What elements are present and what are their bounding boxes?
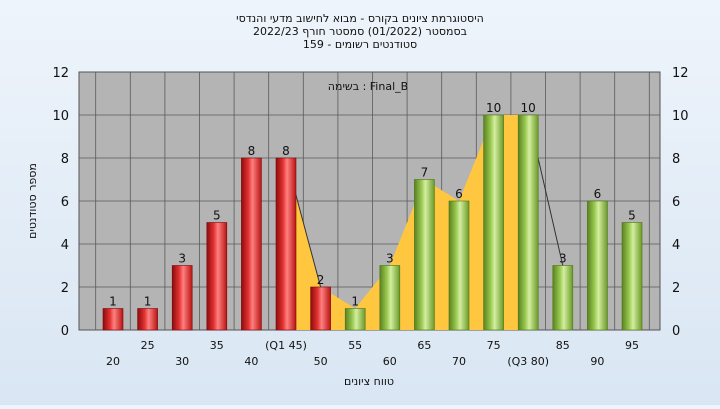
- bar-value-label: 8: [282, 144, 290, 158]
- chart-title-line-1: היסטוגרמת ציונים בקורס - מבוא לחישוב מדע…: [236, 12, 484, 25]
- x-tick-label: 95: [625, 339, 639, 352]
- x-tick-label: 50: [314, 355, 328, 368]
- bar-value-label: 3: [386, 252, 394, 266]
- y-axis-label: מספר סטודנטים: [26, 163, 39, 239]
- bar-80: [517, 114, 539, 331]
- x-axis-label: טווח ציונים: [344, 375, 394, 388]
- y-tick-label-left: 2: [61, 281, 69, 296]
- bar-value-label: 3: [559, 252, 567, 266]
- bar-95: [621, 222, 643, 331]
- x-tick-label: 60: [383, 355, 397, 368]
- bar-value-label: 10: [486, 101, 501, 115]
- x-tick-label: 20: [106, 355, 120, 368]
- bar-value-label: 1: [351, 295, 359, 309]
- bar-value-label: 2: [317, 273, 325, 287]
- y-tick-label-left: 8: [61, 152, 69, 167]
- y-tick-label-left: 4: [61, 238, 69, 253]
- bar-55: [344, 308, 366, 331]
- y-tick-label-right: 8: [672, 152, 680, 167]
- y-tick-label-left: 12: [52, 66, 69, 81]
- y-tick-label-left: 6: [61, 195, 69, 210]
- bar-45: [275, 157, 297, 331]
- bar-70: [448, 200, 470, 331]
- bar-65: [414, 179, 435, 331]
- bar-value-label: 5: [628, 209, 636, 223]
- bar-value-label: 8: [248, 144, 256, 158]
- x-tick-label: 75: [487, 339, 501, 352]
- y-tick-label-right: 10: [672, 109, 689, 124]
- bar-value-label: 6: [455, 187, 463, 201]
- x-tick-label: 90: [590, 355, 604, 368]
- y-tick-label-right: 0: [672, 324, 680, 339]
- x-tick-label: 85: [556, 339, 570, 352]
- x-tick-label: 65: [417, 339, 431, 352]
- y-tick-label-right: 2: [672, 281, 680, 296]
- x-tick-label: 35: [210, 339, 224, 352]
- bar-value-label: 7: [421, 166, 429, 180]
- bar-20: [102, 308, 124, 331]
- y-tick-label-right: 4: [672, 238, 680, 253]
- y-tick-label-left: 0: [61, 324, 69, 339]
- bars: [102, 114, 643, 331]
- x-tick-label: 30: [175, 355, 189, 368]
- bar-60: [379, 265, 401, 331]
- bar-value-labels: 1 1 3 5 8 8 2 1 3 7 6 10 10 3 6 5: [109, 101, 636, 309]
- bar-35: [206, 222, 228, 331]
- x-tick-label: (Q1 45): [265, 339, 307, 352]
- bar-25: [137, 308, 158, 331]
- bar-value-label: 1: [144, 295, 152, 309]
- x-tick-label: 40: [244, 355, 258, 368]
- bar-85: [552, 265, 574, 331]
- x-tick-label: 70: [452, 355, 466, 368]
- bar-50: [310, 286, 331, 331]
- bar-value-label: 6: [594, 187, 602, 201]
- bar-value-label: 5: [213, 209, 221, 223]
- bar-value-label: 3: [178, 252, 186, 266]
- x-tick-label: 55: [348, 339, 362, 352]
- x-tick-label: 25: [141, 339, 155, 352]
- x-tick-label: (Q3 80): [507, 355, 549, 368]
- y-tick-label-right: 12: [672, 66, 689, 81]
- bar-90: [587, 200, 608, 331]
- bar-40: [241, 157, 262, 331]
- bar-value-label: 10: [521, 101, 536, 115]
- chart-annotation: בשימה : Final_B: [328, 80, 408, 93]
- bar-value-label: 1: [109, 295, 117, 309]
- bar-30: [171, 265, 193, 331]
- bar-75: [483, 114, 504, 331]
- chart-title-line-3: סטודנטים רשומים - 159: [303, 38, 417, 51]
- y-tick-label-left: 10: [52, 109, 69, 124]
- y-tick-label-right: 6: [672, 195, 680, 210]
- chart-title-line-2: בסמסטר (01/2022) סמסטר חורף 2022/23: [253, 25, 467, 38]
